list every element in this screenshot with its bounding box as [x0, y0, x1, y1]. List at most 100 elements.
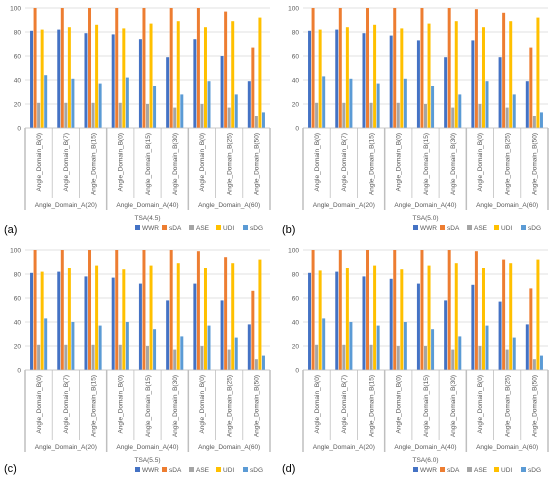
bar-sdg: [234, 337, 238, 370]
y-tick-label: 60: [14, 54, 22, 61]
y-tick-label: 100: [10, 248, 21, 255]
bar-sda: [311, 250, 315, 370]
y-tick-label: 20: [14, 344, 22, 351]
legend-label: sDG: [528, 225, 541, 232]
bar-sda: [33, 8, 37, 128]
bar-sda: [502, 12, 506, 128]
bar-ase: [451, 349, 455, 370]
y-tick-label: 40: [292, 78, 300, 85]
bar-wwr: [166, 300, 170, 370]
bar-wwr: [193, 39, 197, 129]
legend-label: sDG: [250, 225, 263, 232]
legend-label: ASE: [474, 225, 488, 232]
bar-wwr: [525, 324, 529, 370]
bar-wwr: [111, 34, 115, 128]
bar-sda: [366, 250, 370, 370]
bar-sdg: [44, 318, 48, 370]
category-label: Angle_Domain_B(0): [477, 133, 484, 192]
bar-udi: [454, 21, 458, 129]
category-label: Angle_Domain_B(30): [450, 375, 457, 437]
category-label: Angle_Domain_B(15): [423, 375, 430, 437]
legend-label: ASE: [196, 467, 210, 474]
bar-sda: [529, 288, 533, 370]
bar-sdg: [485, 325, 489, 370]
bar-ase: [254, 116, 258, 128]
bar-sdg: [512, 94, 516, 128]
bar-sda: [142, 250, 146, 370]
legend-swatch: [243, 467, 248, 472]
legend-label: sDA: [169, 225, 182, 232]
group-label: Angle_Domain_A(40): [116, 444, 178, 451]
bar-sdg: [44, 75, 48, 128]
bar-sda: [393, 250, 397, 370]
bar-wwr: [308, 30, 312, 128]
group-label: Angle_Domain_A(40): [394, 444, 456, 451]
category-label: Angle_Domain_B(7): [63, 375, 70, 434]
legend-label: WWR: [142, 225, 159, 232]
bar-wwr: [111, 277, 115, 370]
chart-panel-3: 0 20 40 60 80 100 Angle_Domain_B(0) Angle_Domai…: [282, 248, 549, 475]
legend-label: WWR: [420, 225, 437, 232]
legend-swatch: [135, 225, 140, 230]
legend-label: ASE: [474, 467, 488, 474]
panel-label: (d): [282, 463, 295, 475]
bar-udi: [95, 265, 99, 370]
y-tick-label: 0: [17, 126, 21, 133]
category-label: Angle_Domain_B(15): [145, 375, 152, 437]
legend-swatch: [413, 225, 418, 230]
legend-swatch: [494, 467, 499, 472]
bar-wwr: [335, 29, 339, 129]
bar-sda: [169, 250, 173, 370]
bar-sda: [60, 8, 64, 128]
group-label: Angle_Domain_A(60): [476, 444, 538, 451]
group-label: Angle_Domain_A(20): [313, 202, 375, 209]
bar-ase: [118, 344, 122, 370]
category-label: Angle_Domain_B(0): [36, 375, 43, 434]
category-label: Angle_Domain_B(15): [145, 133, 152, 195]
bar-sdg: [153, 329, 157, 370]
category-label: Angle_Domain_B(0): [396, 375, 403, 434]
y-tick-label: 0: [295, 368, 299, 375]
bar-ase: [254, 359, 258, 370]
category-label: Angle_Domain_B(25): [226, 133, 233, 195]
bar-sda: [88, 250, 92, 370]
legend-swatch: [521, 467, 526, 472]
legend-label: UDI: [501, 225, 512, 232]
category-label: Angle_Domain_B(7): [341, 375, 348, 434]
legend-label: sDA: [169, 467, 182, 474]
x-axis-title: TSA(4.5): [134, 215, 160, 222]
bar-sda: [251, 47, 255, 128]
bar-wwr: [389, 278, 393, 370]
bar-sdg: [322, 76, 326, 128]
bar-wwr: [193, 283, 197, 370]
category-label: Angle_Domain_B(0): [199, 375, 206, 434]
legend-swatch: [467, 467, 472, 472]
bar-sda: [169, 8, 173, 128]
panel-label: (a): [4, 224, 17, 236]
y-tick-label: 40: [14, 320, 22, 327]
panel-label: (b): [282, 224, 295, 236]
bar-wwr: [247, 324, 251, 370]
bar-sda: [60, 250, 64, 370]
group-label: Angle_Domain_A(20): [35, 202, 97, 209]
bar-udi: [481, 27, 485, 129]
y-tick-label: 20: [14, 102, 22, 109]
bar-ase: [451, 107, 455, 128]
y-tick-label: 60: [292, 54, 300, 61]
y-tick-label: 0: [295, 126, 299, 133]
category-label: Angle_Domain_B(50): [532, 375, 539, 437]
category-label: Angle_Domain_B(50): [254, 133, 261, 195]
category-label: Angle_Domain_B(30): [172, 375, 179, 437]
y-tick-label: 40: [292, 320, 300, 327]
legend-swatch: [440, 467, 445, 472]
category-label: Angle_Domain_B(7): [341, 133, 348, 192]
x-axis-title: TSA(6.0): [412, 457, 438, 464]
bar-udi: [40, 271, 44, 370]
bar-udi: [203, 268, 207, 370]
category-label: Angle_Domain_B(50): [532, 133, 539, 195]
category-label: Angle_Domain_B(15): [368, 133, 375, 195]
bar-sdg: [458, 94, 462, 128]
bar-sdg: [207, 325, 211, 370]
bar-udi: [400, 28, 404, 128]
